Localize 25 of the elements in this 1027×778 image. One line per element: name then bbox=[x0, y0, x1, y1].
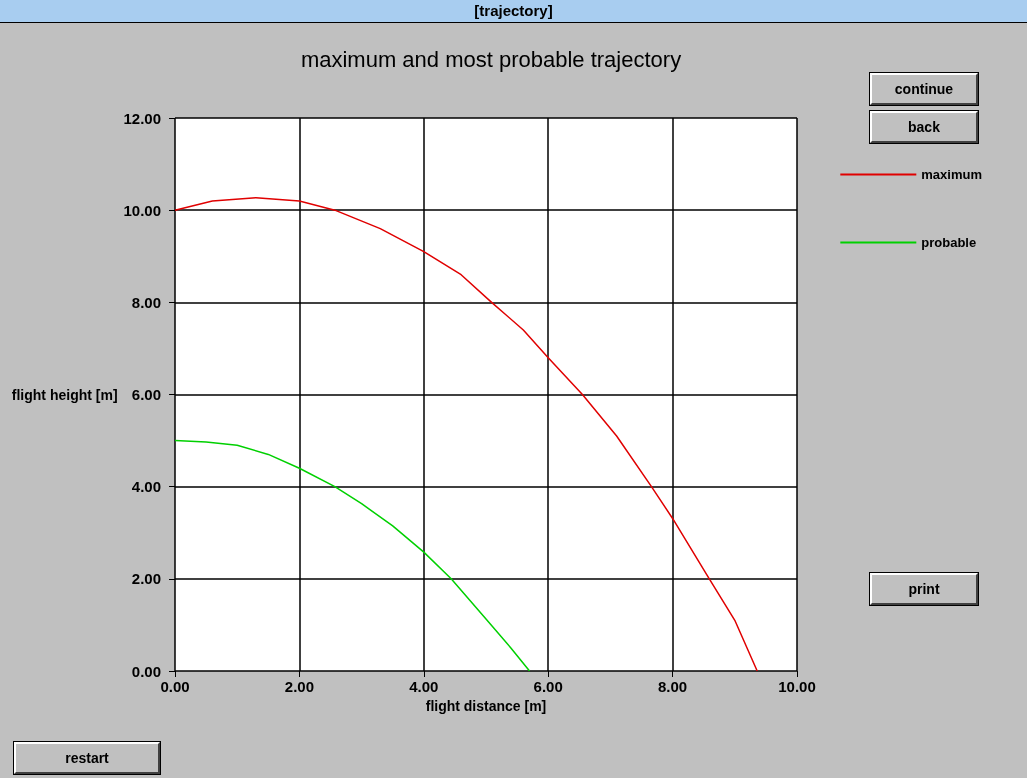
y-tick-label: 4.00 bbox=[131, 478, 161, 496]
x-tick-label: 0.00 bbox=[160, 678, 190, 695]
line-series bbox=[174, 196, 758, 672]
text: [trajectory] bbox=[0, 0, 1027, 23]
y-tick-label: 6.00 bbox=[131, 386, 161, 403]
x-tick-label: 10.00 bbox=[778, 678, 816, 695]
x-axis-title: flight distance [m] bbox=[425, 697, 547, 714]
x-tick-label: 2.00 bbox=[284, 678, 314, 695]
y-tick-label: 8.00 bbox=[131, 293, 161, 311]
x-tick-label: 4.00 bbox=[409, 678, 439, 695]
x-tick-label: 6.00 bbox=[533, 678, 563, 695]
line-series bbox=[174, 439, 531, 672]
button: continue bbox=[870, 73, 978, 105]
y-tick-label: 0.00 bbox=[131, 662, 161, 680]
text: maximum bbox=[921, 167, 983, 182]
x-tick-label: 8.00 bbox=[658, 678, 688, 695]
text: probable bbox=[921, 235, 977, 250]
y-tick-label: 2.00 bbox=[131, 570, 161, 588]
chart-title: maximum and most probable trajectory bbox=[300, 46, 682, 72]
y-axis-title: flight height [m] bbox=[11, 386, 118, 403]
y-tick-label: 12.00 bbox=[123, 109, 161, 127]
button: back bbox=[870, 111, 978, 143]
button: restart bbox=[14, 742, 160, 774]
y-tick-label: 10.00 bbox=[123, 201, 161, 219]
button: print bbox=[870, 573, 978, 605]
